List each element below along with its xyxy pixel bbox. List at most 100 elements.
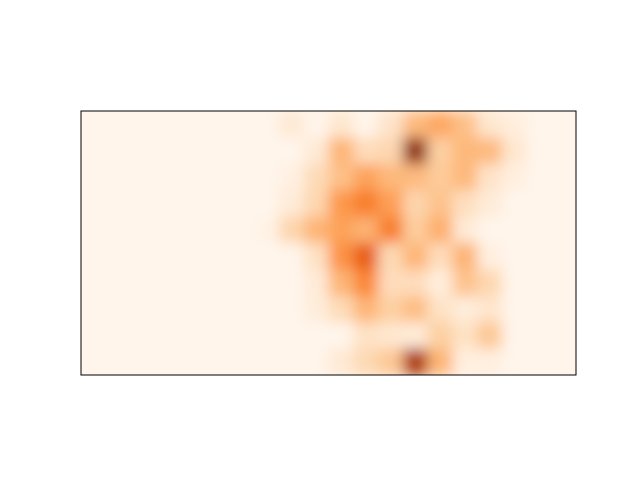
heatmap-cell — [105, 216, 131, 244]
heatmap-cell — [204, 111, 230, 138]
heatmap-cell — [180, 269, 206, 297]
heatmap-cell — [155, 216, 181, 244]
heatmap-cell — [402, 111, 428, 138]
heatmap-cell — [378, 163, 404, 191]
heatmap-cell — [180, 163, 206, 191]
heatmap-cell — [328, 111, 354, 138]
heatmap-cell — [353, 295, 379, 323]
heatmap-cell — [353, 322, 379, 350]
heatmap-cell — [328, 295, 354, 323]
heatmap-cell — [279, 322, 305, 350]
heatmap-cell — [526, 163, 552, 191]
heatmap-cell — [180, 348, 206, 375]
heatmap-cell — [254, 243, 280, 270]
heatmap-cell — [501, 269, 527, 297]
heatmap-cell — [81, 322, 107, 350]
heatmap-cell — [180, 243, 206, 270]
heatmap-cell — [105, 111, 131, 138]
heatmap-cell — [477, 137, 503, 165]
heatmap-cell — [204, 295, 230, 323]
heatmap-cell — [402, 322, 428, 350]
heatmap-cell — [402, 348, 428, 375]
heatmap-cell — [204, 348, 230, 375]
heatmap-cell — [105, 163, 131, 191]
heatmap-cell — [328, 348, 354, 375]
heatmap-cell — [279, 111, 305, 138]
heatmap-cell — [353, 348, 379, 375]
heatmap-cell — [81, 243, 107, 270]
heatmap-cell — [81, 348, 107, 375]
heatmap-cell — [303, 190, 329, 218]
heatmap-cell — [229, 295, 255, 323]
heatmap-cell — [229, 216, 255, 244]
heatmap-cell — [279, 190, 305, 218]
heatmap-cell — [204, 190, 230, 218]
plot-frame — [80, 110, 577, 376]
heatmap-cell — [378, 137, 404, 165]
heatmap-cell — [477, 111, 503, 138]
heatmap-cell — [477, 322, 503, 350]
heatmap-cell — [204, 243, 230, 270]
heatmap-cell — [427, 111, 453, 138]
heatmap-cell — [303, 111, 329, 138]
heatmap-cell — [204, 163, 230, 191]
heatmap-cell — [204, 137, 230, 165]
heatmap-cell — [155, 269, 181, 297]
heatmap-cell — [452, 111, 478, 138]
heatmap-cell — [402, 295, 428, 323]
heatmap-cell — [254, 295, 280, 323]
heatmap-cell — [303, 216, 329, 244]
heatmap-cell — [427, 269, 453, 297]
heatmap-cell — [551, 216, 576, 244]
heatmap-cell — [378, 243, 404, 270]
heatmap-cell — [501, 243, 527, 270]
heatmap-cell — [130, 163, 156, 191]
heatmap-cell — [180, 137, 206, 165]
heatmap-cell — [254, 348, 280, 375]
heatmap-cell — [427, 216, 453, 244]
heatmap-cell — [402, 190, 428, 218]
heatmap-cell — [254, 216, 280, 244]
heatmap-cell — [204, 322, 230, 350]
heatmap-cell — [279, 269, 305, 297]
heatmap-cell — [81, 216, 107, 244]
heatmap-cell — [254, 322, 280, 350]
heatmap-cell — [328, 322, 354, 350]
heatmap-cell — [427, 322, 453, 350]
heatmap-cell — [526, 295, 552, 323]
heatmap-cell — [279, 216, 305, 244]
heatmap-cell — [427, 243, 453, 270]
heatmap-cell — [105, 243, 131, 270]
heatmap-cell — [81, 269, 107, 297]
heatmap-cell — [279, 348, 305, 375]
heatmap-cell — [501, 295, 527, 323]
heatmap-cell — [105, 190, 131, 218]
heatmap-cell — [501, 348, 527, 375]
heatmap-cell — [130, 190, 156, 218]
heatmap-cell — [105, 322, 131, 350]
heatmap-cell — [501, 322, 527, 350]
heatmap-cell — [180, 295, 206, 323]
heatmap-cell — [452, 190, 478, 218]
heatmap-cell — [155, 243, 181, 270]
heatmap-cell — [328, 243, 354, 270]
heatmap-cell — [378, 295, 404, 323]
heatmap-cell — [452, 322, 478, 350]
heatmap-cell — [378, 216, 404, 244]
heatmap-cell — [130, 348, 156, 375]
heatmap-cell — [526, 348, 552, 375]
heatmap-cell — [303, 137, 329, 165]
heatmap-cell — [328, 269, 354, 297]
heatmap-cell — [155, 295, 181, 323]
heatmap-cell — [551, 190, 576, 218]
heatmap-cell — [229, 243, 255, 270]
heatmap-cell — [526, 137, 552, 165]
heatmap-cell — [130, 295, 156, 323]
heatmap-cell — [204, 269, 230, 297]
heatmap-cell — [155, 163, 181, 191]
heatmap-cell — [279, 243, 305, 270]
heatmap-cell — [353, 243, 379, 270]
heatmap-cell — [328, 216, 354, 244]
